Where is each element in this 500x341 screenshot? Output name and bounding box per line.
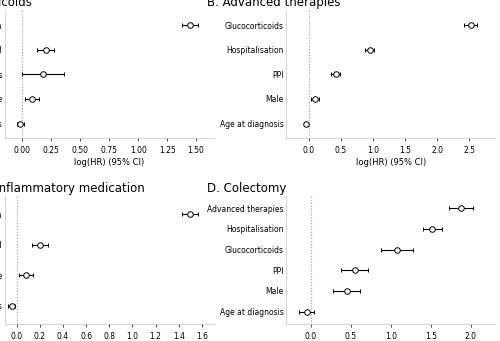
Text: B. Advanced therapies: B. Advanced therapies: [208, 0, 341, 9]
Text: C. Any anti-inflammatory medication: C. Any anti-inflammatory medication: [0, 182, 144, 195]
Text: D. Colectomy: D. Colectomy: [208, 182, 286, 195]
X-axis label: log(HR) (95% CI): log(HR) (95% CI): [356, 158, 426, 167]
X-axis label: log(HR) (95% CI): log(HR) (95% CI): [74, 158, 144, 167]
Text: A. Glucocorticoids: A. Glucocorticoids: [0, 0, 32, 9]
